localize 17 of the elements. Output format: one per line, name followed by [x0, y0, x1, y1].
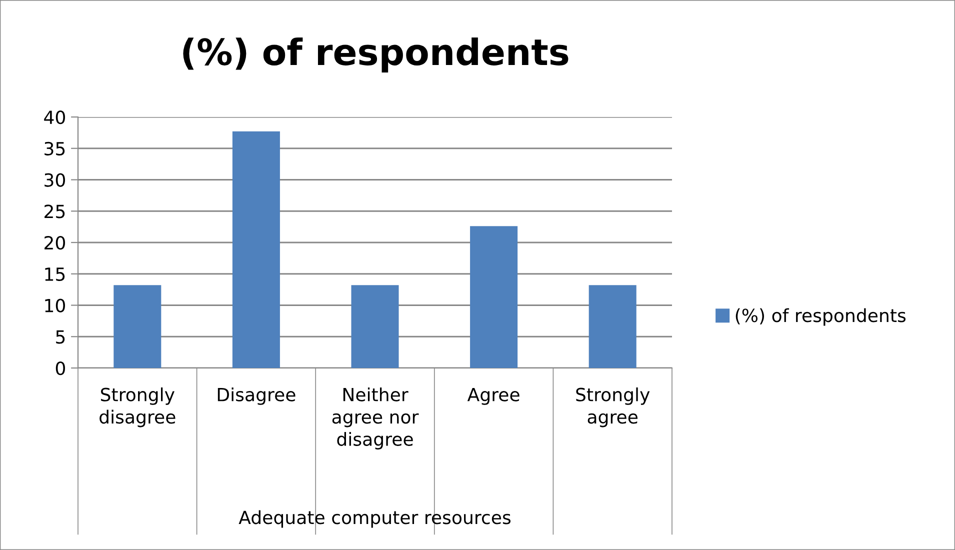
y-tick-label: 0 — [56, 361, 65, 376]
y-tick-label: 40 — [44, 110, 65, 124]
x-tick-label: Agree — [467, 388, 520, 405]
x-tick-label: Disagree — [218, 387, 296, 405]
x-axis-title: Adequate computer resources — [238, 510, 511, 528]
y-tick-label: 30 — [44, 173, 65, 187]
x-tick-label: Neither agree nor disagree — [332, 387, 419, 450]
y-tick-label: 20 — [44, 236, 65, 250]
x-tick-label: Strongly disagree — [100, 387, 176, 428]
chart-title: (%) of respondents — [183, 38, 568, 72]
y-tick-label: 15 — [45, 268, 65, 281]
y-tick-label: 35 — [44, 142, 65, 156]
y-tick-label: 25 — [44, 204, 65, 218]
x-tick-label: Strongly agree — [576, 387, 650, 428]
y-tick-label: 5 — [56, 330, 65, 344]
y-tick-label: 10 — [45, 298, 65, 312]
legend-label: (%) of respondents — [736, 308, 906, 326]
